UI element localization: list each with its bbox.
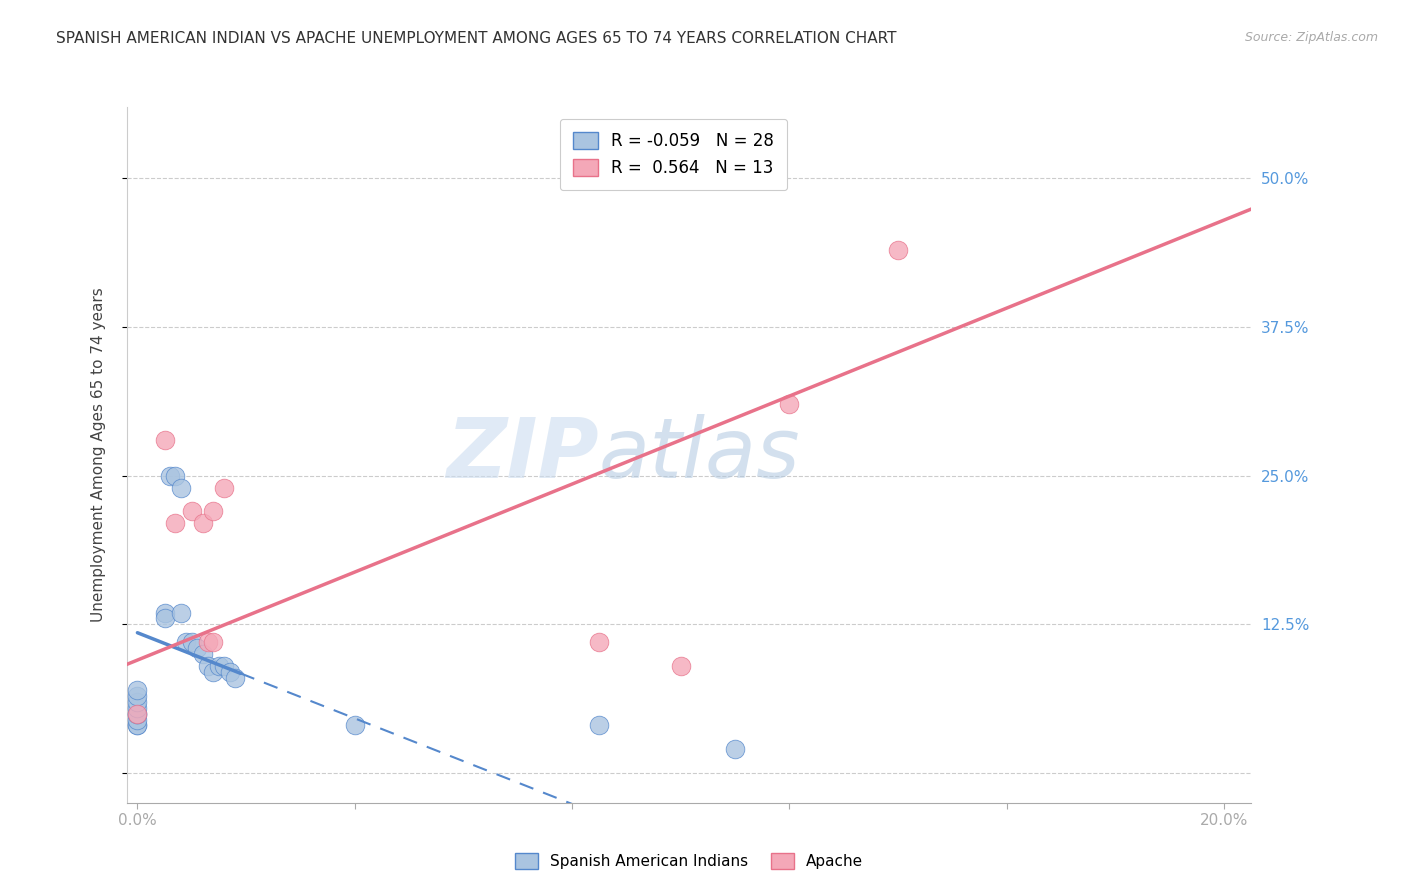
Point — [202, 504, 225, 518]
Point — [202, 665, 225, 679]
Point — [127, 706, 149, 721]
Point — [186, 641, 208, 656]
Text: ZIP: ZIP — [446, 415, 599, 495]
Point — [165, 516, 187, 531]
Point — [127, 713, 149, 727]
Point — [127, 695, 149, 709]
Text: Source: ZipAtlas.com: Source: ZipAtlas.com — [1244, 31, 1378, 45]
Point — [165, 468, 187, 483]
Point — [191, 516, 214, 531]
Point — [153, 433, 176, 447]
Point — [127, 706, 149, 721]
Point — [176, 635, 198, 649]
Point — [180, 635, 202, 649]
Text: SPANISH AMERICAN INDIAN VS APACHE UNEMPLOYMENT AMONG AGES 65 TO 74 YEARS CORRELA: SPANISH AMERICAN INDIAN VS APACHE UNEMPL… — [56, 31, 897, 46]
Point — [153, 606, 176, 620]
Point — [197, 635, 219, 649]
Point — [170, 606, 193, 620]
Point — [669, 659, 692, 673]
Point — [588, 635, 610, 649]
Point — [224, 671, 246, 685]
Point — [588, 718, 610, 732]
Point — [170, 481, 193, 495]
Point — [887, 243, 910, 257]
Point — [159, 468, 181, 483]
Point — [127, 718, 149, 732]
Point — [153, 611, 176, 625]
Point — [180, 504, 202, 518]
Text: atlas: atlas — [599, 415, 800, 495]
Point — [218, 665, 240, 679]
Point — [214, 659, 236, 673]
Point — [127, 700, 149, 714]
Point — [127, 689, 149, 703]
Point — [127, 706, 149, 721]
Point — [197, 659, 219, 673]
Point — [127, 682, 149, 697]
Point — [724, 742, 747, 756]
Y-axis label: Unemployment Among Ages 65 to 74 years: Unemployment Among Ages 65 to 74 years — [91, 287, 105, 623]
Point — [778, 397, 800, 411]
Legend: R = -0.059   N = 28, R =  0.564   N = 13: R = -0.059 N = 28, R = 0.564 N = 13 — [560, 119, 787, 190]
Point — [343, 718, 366, 732]
Legend: Spanish American Indians, Apache: Spanish American Indians, Apache — [509, 847, 869, 875]
Point — [214, 481, 236, 495]
Point — [208, 659, 231, 673]
Point — [191, 647, 214, 661]
Point — [202, 635, 225, 649]
Point — [127, 718, 149, 732]
